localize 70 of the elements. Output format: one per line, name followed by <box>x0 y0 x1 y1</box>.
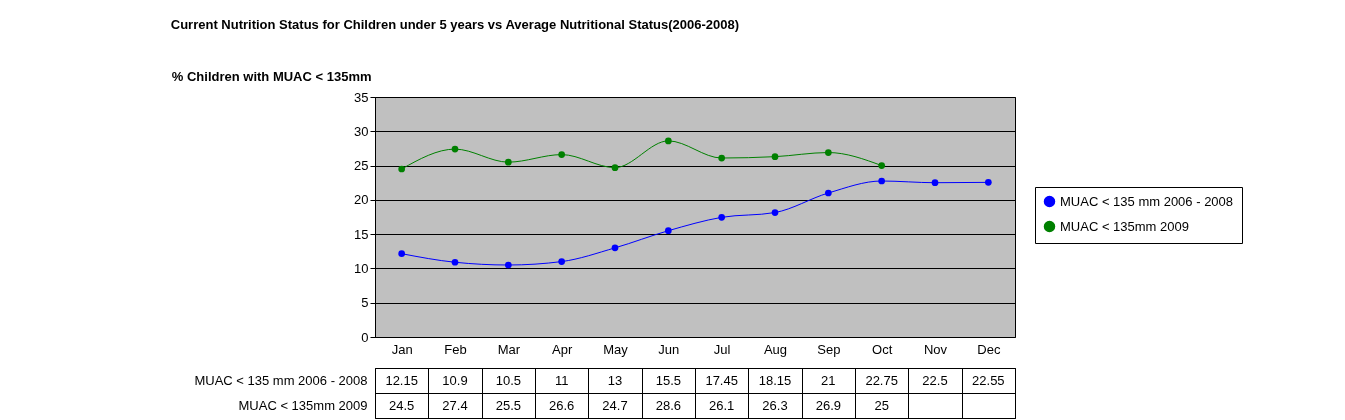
point <box>984 179 992 186</box>
y-tick-label: 35 <box>354 89 369 105</box>
point <box>718 154 726 162</box>
point <box>664 227 672 235</box>
y-tick-label: 10 <box>354 260 369 276</box>
x-tick-label: May <box>603 341 629 357</box>
point <box>451 258 459 266</box>
y-tick-label: 30 <box>354 123 369 139</box>
data-label: 26.3 <box>762 397 788 413</box>
data-label: 26.9 <box>815 397 841 413</box>
x-tick-label: Sep <box>817 341 841 357</box>
point <box>611 164 619 171</box>
data-label: 12.15 <box>385 372 418 388</box>
data-label: 25 <box>874 397 889 413</box>
point <box>824 189 832 197</box>
legend-label: MUAC < 135mm 2009 <box>1060 218 1189 234</box>
x-tick-label: Jan <box>391 341 413 357</box>
y-axis-title: % Children with MUAC < 135mm <box>171 68 372 84</box>
legend-label: MUAC < 135 mm 2006 - 2008 <box>1060 193 1234 209</box>
point <box>451 145 459 153</box>
point <box>771 209 779 216</box>
y-tick-label: 20 <box>354 192 369 208</box>
x-tick-label: Dec <box>977 341 1001 357</box>
data-label: 17.45 <box>705 372 738 388</box>
data-label: 22.55 <box>972 372 1005 388</box>
x-tick-label: Nov <box>923 341 948 357</box>
data-label: 26.1 <box>709 397 735 413</box>
point <box>504 158 512 166</box>
data-label: 22.75 <box>865 372 898 388</box>
x-tick-label: Feb <box>444 341 467 357</box>
point <box>558 258 566 265</box>
y-tick-label: 0 <box>361 329 369 345</box>
x-tick-label: Aug <box>763 341 788 357</box>
chart-title: Current Nutrition Status for Children under 5 years vs Average Nutritional Status(2006-2008) <box>170 16 740 32</box>
data-label: 24.7 <box>602 397 628 413</box>
data-label: 27.4 <box>442 397 468 413</box>
data-label: 22.5 <box>922 372 948 388</box>
point <box>664 137 672 145</box>
data-label: 25.5 <box>495 397 521 413</box>
point <box>611 244 619 252</box>
text: MUAC < 135mm 2009 <box>238 398 368 413</box>
point <box>824 149 832 156</box>
text: MUAC < 135 mm 2006 - 2008 <box>194 373 368 388</box>
y-tick-label: 15 <box>354 226 369 242</box>
x-tick-label: Jul <box>713 341 731 357</box>
data-label: 15.5 <box>655 372 681 388</box>
point <box>878 162 886 169</box>
point <box>771 153 779 160</box>
x-tick-label: Jun <box>658 341 680 357</box>
point <box>398 165 406 173</box>
point <box>878 177 886 185</box>
data-label: 10.9 <box>442 372 468 388</box>
x-tick-label: Apr <box>552 341 573 357</box>
data-label: 21 <box>821 372 836 388</box>
data-label: 11 <box>554 372 569 388</box>
data-label: 26.6 <box>549 397 575 413</box>
point <box>931 179 939 187</box>
point <box>718 214 726 221</box>
point <box>558 151 566 158</box>
x-tick-label: Oct <box>872 341 893 357</box>
data-label: 10.5 <box>495 372 521 388</box>
point <box>398 250 406 258</box>
point <box>504 261 512 269</box>
x-tick-label: Mar <box>497 341 521 357</box>
data-label: 24.5 <box>389 397 415 413</box>
data-label: 18.15 <box>758 372 792 388</box>
data-label: 28.6 <box>655 397 681 413</box>
y-tick-label: 25 <box>354 158 369 174</box>
data-label: 13 <box>607 372 623 388</box>
y-tick-label: 5 <box>361 295 369 311</box>
